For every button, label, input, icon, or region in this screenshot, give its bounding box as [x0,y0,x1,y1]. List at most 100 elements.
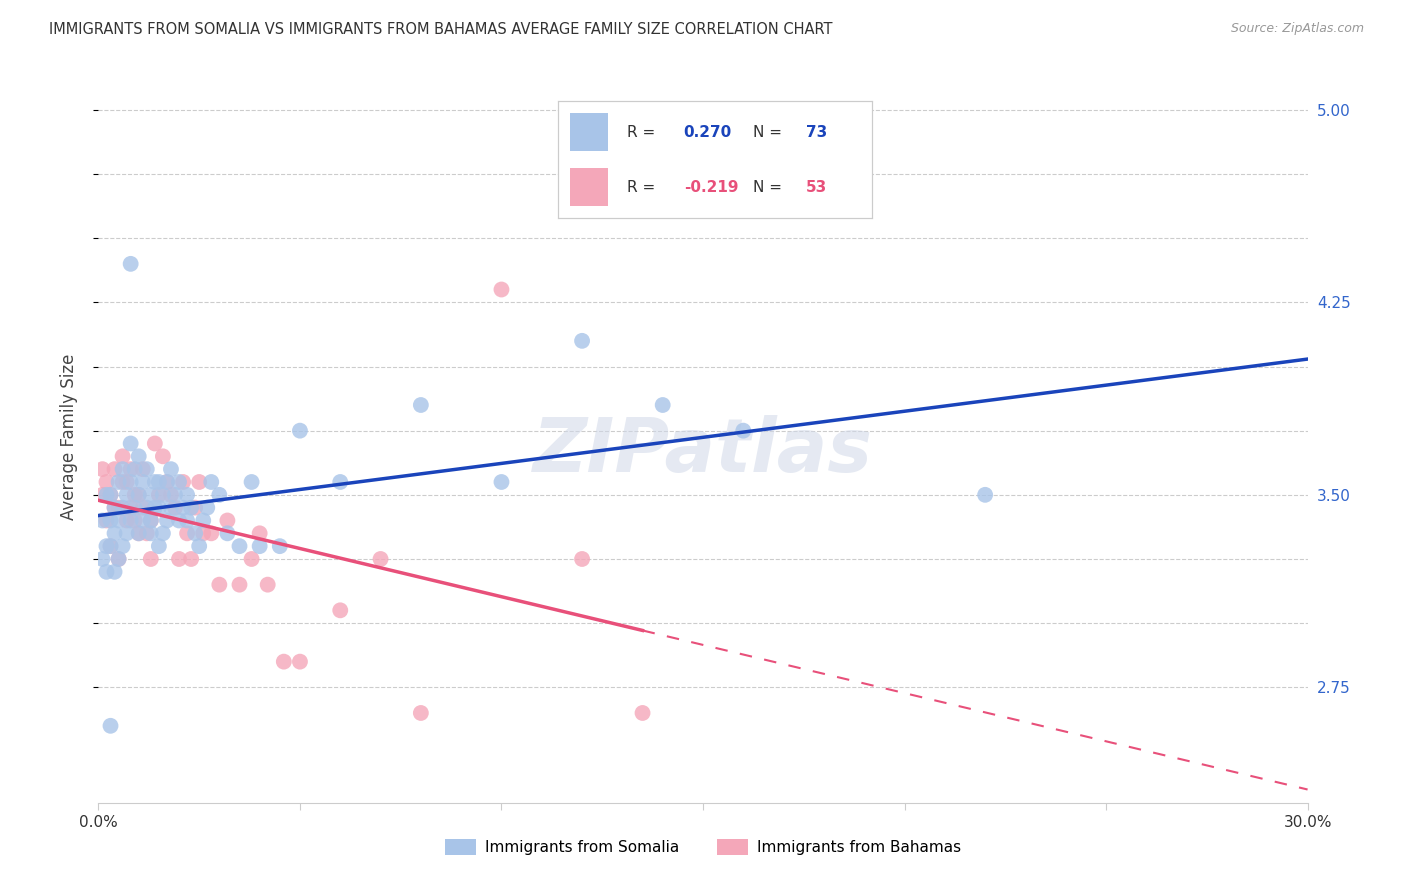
Point [733,424,755,438]
Point [91,488,114,502]
Point [152,488,174,502]
Point [115,514,138,528]
Point [240,475,263,489]
Point [143,475,166,489]
Point [163,488,186,502]
Point [107,475,129,489]
Point [184,526,207,541]
Point [217,526,239,541]
Point [128,488,150,502]
Point [370,552,392,566]
Point [160,462,183,476]
Point [128,526,150,541]
Point [124,500,146,515]
Point [249,539,271,553]
Point [148,500,170,515]
Text: Source: ZipAtlas.com: Source: ZipAtlas.com [1230,22,1364,36]
Point [409,398,432,412]
Point [288,655,311,669]
Point [156,475,179,489]
Point [91,552,114,566]
Point [96,565,118,579]
Point [111,475,134,489]
Point [111,462,134,476]
Point [132,500,155,515]
Point [124,514,146,528]
Point [107,514,129,528]
Point [111,450,134,464]
Point [120,436,142,450]
Point [249,526,271,541]
Point [188,475,211,489]
Point [132,475,155,489]
Point [200,526,222,541]
Point [120,257,142,271]
Point [160,500,183,515]
Point [172,475,194,489]
Point [193,514,215,528]
Point [974,488,997,502]
Point [156,514,179,528]
Point [103,500,125,515]
Point [180,552,202,566]
Point [491,475,513,489]
Point [571,334,593,348]
Point [100,539,122,553]
Point [172,500,194,515]
Point [135,500,157,515]
Point [115,488,138,502]
Point [103,565,125,579]
Point [107,552,129,566]
Point [96,488,118,502]
Point [120,475,142,489]
Point [329,475,352,489]
Point [148,475,170,489]
Point [100,514,122,528]
Point [139,526,162,541]
Point [139,514,162,528]
Point [115,475,138,489]
Point [167,475,190,489]
Point [651,398,673,412]
Point [128,488,150,502]
Point [176,526,198,541]
Point [193,526,215,541]
Point [329,603,352,617]
Point [288,424,311,438]
Point [139,514,162,528]
Point [139,552,162,566]
Point [176,514,198,528]
Point [148,488,170,502]
Point [208,577,231,591]
Point [132,514,155,528]
Point [156,475,179,489]
Text: ZIPatlas: ZIPatlas [533,415,873,488]
Point [100,488,122,502]
Point [100,488,122,502]
Point [120,500,142,515]
Point [96,539,118,553]
Legend: Immigrants from Somalia, Immigrants from Bahamas: Immigrants from Somalia, Immigrants from… [439,833,967,861]
Point [571,552,593,566]
Point [273,655,295,669]
Point [96,514,118,528]
Point [152,526,174,541]
Point [111,539,134,553]
Point [111,500,134,515]
Point [228,539,250,553]
Point [176,488,198,502]
Point [103,462,125,476]
Point [167,552,190,566]
Point [200,475,222,489]
Point [180,500,202,515]
Point [135,526,157,541]
Point [115,526,138,541]
Point [269,539,291,553]
Text: IMMIGRANTS FROM SOMALIA VS IMMIGRANTS FROM BAHAMAS AVERAGE FAMILY SIZE CORRELATI: IMMIGRANTS FROM SOMALIA VS IMMIGRANTS FR… [49,22,832,37]
Point [143,500,166,515]
Point [124,462,146,476]
Point [128,526,150,541]
Point [491,283,513,297]
Point [91,462,114,476]
Point [100,719,122,733]
